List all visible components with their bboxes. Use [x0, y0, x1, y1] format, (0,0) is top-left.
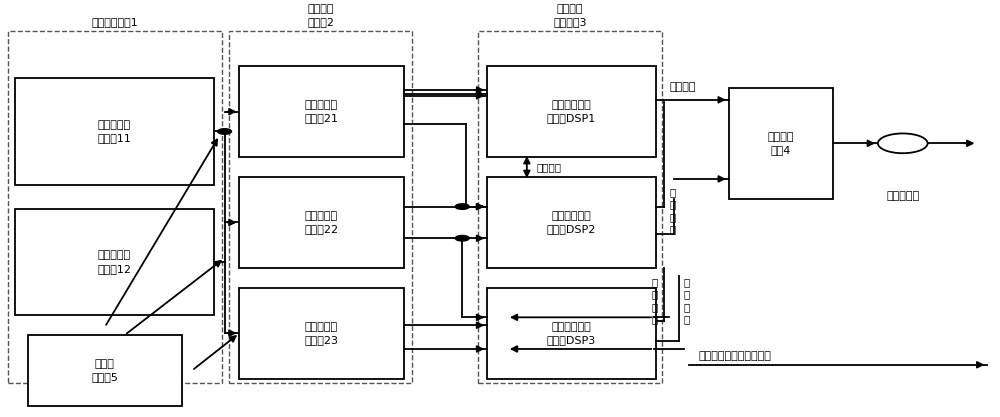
Text: 数字信号
处理单元3: 数字信号 处理单元3: [553, 4, 587, 27]
Text: 局部信号输
入电路12: 局部信号输 入电路12: [97, 250, 131, 274]
Bar: [15, 208, 214, 315]
Bar: [239, 177, 404, 268]
Text: 第三数字信号
处理器DSP3: 第三数字信号 处理器DSP3: [547, 322, 596, 345]
Text: 第二数字信号
处理器DSP2: 第二数字信号 处理器DSP2: [547, 211, 596, 234]
Bar: [729, 88, 833, 198]
Bar: [28, 335, 182, 406]
Text: 第一防混叠
滤波器21: 第一防混叠 滤波器21: [304, 100, 338, 123]
Circle shape: [455, 236, 469, 241]
Text: 防混叠滤
波单元2: 防混叠滤 波单元2: [307, 4, 334, 27]
Bar: [487, 288, 656, 379]
Text: 动态安全
与门4: 动态安全 与门4: [768, 132, 794, 155]
Text: 第二防混叠
滤波器22: 第二防混叠 滤波器22: [304, 211, 339, 234]
Text: 信号输入单元1: 信号输入单元1: [91, 17, 138, 27]
Text: 模块开
关电源5: 模块开 关电源5: [91, 359, 118, 382]
Bar: [487, 66, 656, 157]
Ellipse shape: [878, 133, 928, 153]
Text: 轨道继电器: 轨道继电器: [886, 191, 919, 201]
Bar: [239, 288, 404, 379]
Circle shape: [218, 129, 232, 134]
Bar: [8, 30, 222, 382]
Text: 控
制
脉
冲: 控 制 脉 冲: [669, 187, 675, 234]
Text: 报
警
脉
冲: 报 警 脉 冲: [684, 277, 690, 324]
Bar: [478, 30, 662, 382]
Text: 控制脉冲: 控制脉冲: [669, 82, 696, 92]
Text: 轨道信号输
入电路11: 轨道信号输 入电路11: [97, 120, 131, 143]
Text: 第一数字信号
处理器DSP1: 第一数字信号 处理器DSP1: [547, 100, 596, 123]
Bar: [487, 177, 656, 268]
Bar: [229, 30, 412, 382]
Bar: [239, 66, 404, 157]
Text: 报
警
脉
冲: 报 警 脉 冲: [651, 277, 657, 324]
Text: 报警及智能监测信息输出: 报警及智能监测信息输出: [699, 351, 772, 361]
Bar: [15, 78, 214, 185]
Circle shape: [455, 204, 469, 209]
Text: 双向校核: 双向校核: [537, 162, 562, 172]
Text: 第三防混叠
滤波器23: 第三防混叠 滤波器23: [304, 322, 338, 345]
